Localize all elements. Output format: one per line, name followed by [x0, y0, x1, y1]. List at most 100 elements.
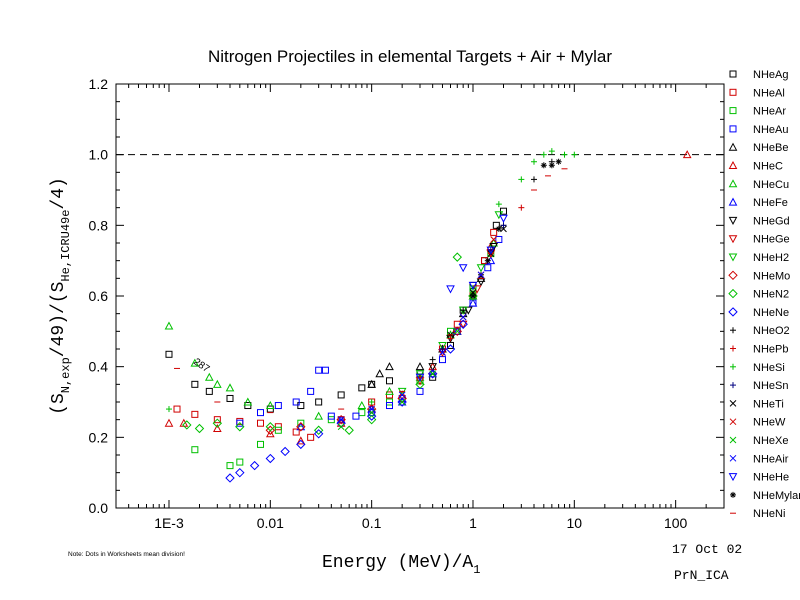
data-point: [249, 460, 260, 471]
y-label-part2: /49)/(S: [49, 282, 69, 358]
in-plot-label: 287: [191, 356, 211, 375]
data-point: [385, 402, 393, 410]
legend-label: NHeAg: [753, 69, 788, 81]
legend-item: NHeHe: [728, 472, 789, 484]
legend-marker: [728, 197, 738, 206]
data-point: [469, 293, 476, 299]
data-point: [226, 462, 234, 470]
legend-item: NHeAl: [729, 87, 785, 99]
data-point: [555, 158, 562, 165]
y-tick-label: 0.0: [89, 500, 109, 516]
legend-label: NHeNi: [753, 508, 785, 520]
y-tick-label: 1.2: [89, 76, 109, 92]
legend-item: NHeW: [729, 417, 786, 429]
legend-marker: [730, 382, 736, 389]
data-point: [416, 387, 424, 395]
legend-marker: [728, 179, 738, 188]
y-label-sub2: He,ICRU49e: [59, 210, 73, 282]
data-point: [352, 412, 360, 420]
data-point: [336, 414, 346, 425]
legend-label: NHeGe: [753, 234, 790, 246]
data-point: [500, 225, 507, 233]
data-point: [452, 252, 462, 262]
data-point: [495, 225, 502, 232]
legend-marker: [728, 235, 738, 244]
data-point: [458, 319, 468, 329]
series-NHeAr: [191, 250, 495, 470]
data-point: [428, 363, 437, 372]
data-point: [429, 356, 436, 363]
data-point: [244, 402, 252, 410]
legend-label: NHeSn: [753, 380, 788, 392]
data-point: [452, 326, 462, 337]
data-point: [458, 320, 468, 329]
note-text: Note: Dots in Worksheets mean division!: [68, 551, 185, 558]
legend-marker: [728, 288, 738, 299]
data-point: [313, 425, 324, 435]
legend-marker: [729, 88, 737, 96]
data-point: [314, 411, 324, 420]
data-point: [495, 235, 503, 243]
series-NHeGe: [415, 250, 496, 386]
data-point: [367, 379, 376, 388]
data-point: [191, 446, 199, 454]
y-axis-label: (SN,exp/49)/(SHe,ICRU49e/4): [49, 177, 73, 415]
data-point: [468, 281, 478, 290]
legend-marker: [730, 491, 736, 498]
legend-label: NHeSi: [753, 362, 785, 374]
data-point: [438, 341, 447, 351]
data-point: [571, 151, 578, 158]
data-point: [476, 264, 486, 273]
data-point: [173, 405, 181, 413]
data-point: [182, 420, 192, 430]
series-NHePb: [417, 204, 525, 381]
legend-marker: [728, 216, 738, 225]
data-point: [327, 416, 335, 424]
series-NHeNi: [174, 168, 568, 414]
legend-marker: [728, 253, 738, 262]
legend-marker: [729, 418, 737, 426]
legend-label: NHeXe: [753, 435, 788, 447]
y-tick-label: 0.6: [89, 288, 109, 304]
data-point: [484, 257, 491, 264]
data-point: [439, 346, 446, 352]
x-axis-label: Energy (MeV)/A1: [322, 553, 480, 577]
data-point: [205, 387, 213, 395]
data-point: [489, 238, 499, 247]
data-point: [212, 418, 223, 428]
x-tick-label: 0.01: [257, 515, 284, 531]
code-text: PrN_ICA: [674, 568, 729, 583]
data-point: [476, 278, 486, 287]
data-point: [484, 264, 492, 272]
data-point: [398, 398, 406, 406]
x-tick-label: 1E-3: [154, 515, 184, 531]
data-point: [368, 399, 375, 405]
legend-label: NHeNe: [753, 307, 789, 319]
data-point: [191, 380, 199, 388]
data-point: [313, 429, 324, 439]
legend-label: NHePb: [753, 344, 788, 356]
data-point: [490, 228, 498, 236]
data-point: [385, 362, 394, 371]
chart-title: Nitrogen Projectiles in elemental Target…: [208, 47, 612, 66]
data-point: [274, 402, 282, 410]
data-point: [236, 458, 244, 466]
legend-marker: [730, 363, 736, 370]
data-point: [438, 356, 446, 364]
legend-marker: [728, 142, 738, 151]
series-NHeSi: [165, 148, 578, 413]
legend-item: NHeN2: [728, 288, 789, 301]
data-point: [518, 204, 525, 211]
legend-marker: [728, 160, 738, 169]
series-NHeNe: [225, 319, 468, 483]
data-point: [499, 207, 507, 215]
data-point: [452, 326, 462, 335]
data-point: [336, 415, 346, 424]
legend-item: NHeH2: [728, 252, 789, 264]
legend-item: NHeNi: [730, 508, 785, 520]
data-point: [518, 176, 525, 183]
data-point: [375, 369, 385, 378]
legend-item: NHePb: [730, 344, 788, 356]
data-point: [265, 425, 276, 435]
